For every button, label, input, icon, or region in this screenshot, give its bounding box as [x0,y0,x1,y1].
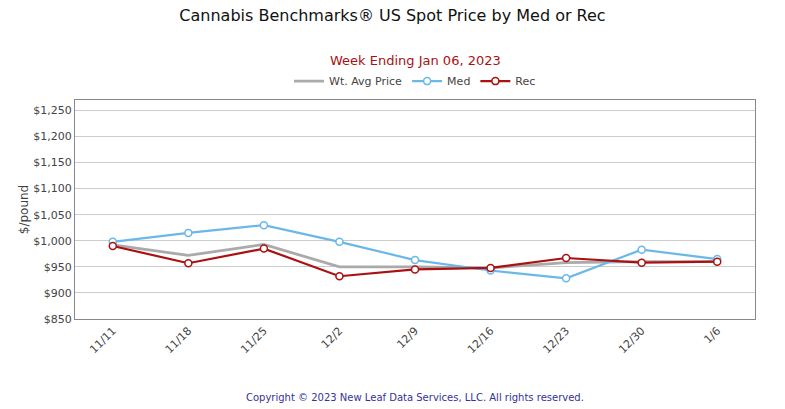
svg-text:11/11: 11/11 [87,325,119,357]
svg-text:Wt. Avg Price: Wt. Avg Price [329,75,402,88]
svg-text:$1,150: $1,150 [33,156,72,169]
svg-text:Copyright © 2023 New Leaf Data: Copyright © 2023 New Leaf Data Services,… [246,392,584,403]
svg-text:$1,050: $1,050 [33,209,72,222]
svg-text:$900: $900 [44,287,72,300]
svg-text:Med: Med [447,75,470,88]
svg-text:Rec: Rec [515,75,535,88]
svg-text:Cannabis Benchmarks® US Spot P: Cannabis Benchmarks® US Spot Price by Me… [179,6,605,25]
svg-text:12/2: 12/2 [319,325,346,352]
svg-text:11/18: 11/18 [163,325,195,357]
svg-text:12/30: 12/30 [616,325,648,357]
svg-text:$1,000: $1,000 [33,235,72,248]
svg-text:Week Ending Jan 06, 2023: Week Ending Jan 06, 2023 [330,53,501,68]
svg-text:12/9: 12/9 [394,325,421,352]
svg-text:11/25: 11/25 [238,325,270,357]
svg-text:$1,200: $1,200 [33,130,72,143]
svg-text:$1,250: $1,250 [33,104,72,117]
svg-text:12/16: 12/16 [465,325,497,357]
svg-text:$850: $850 [44,313,72,326]
svg-text:12/23: 12/23 [541,325,573,357]
svg-text:$1,100: $1,100 [33,182,72,195]
svg-text:$950: $950 [44,261,72,274]
svg-text:$/pound: $/pound [17,185,31,234]
svg-text:1/6: 1/6 [702,325,724,347]
